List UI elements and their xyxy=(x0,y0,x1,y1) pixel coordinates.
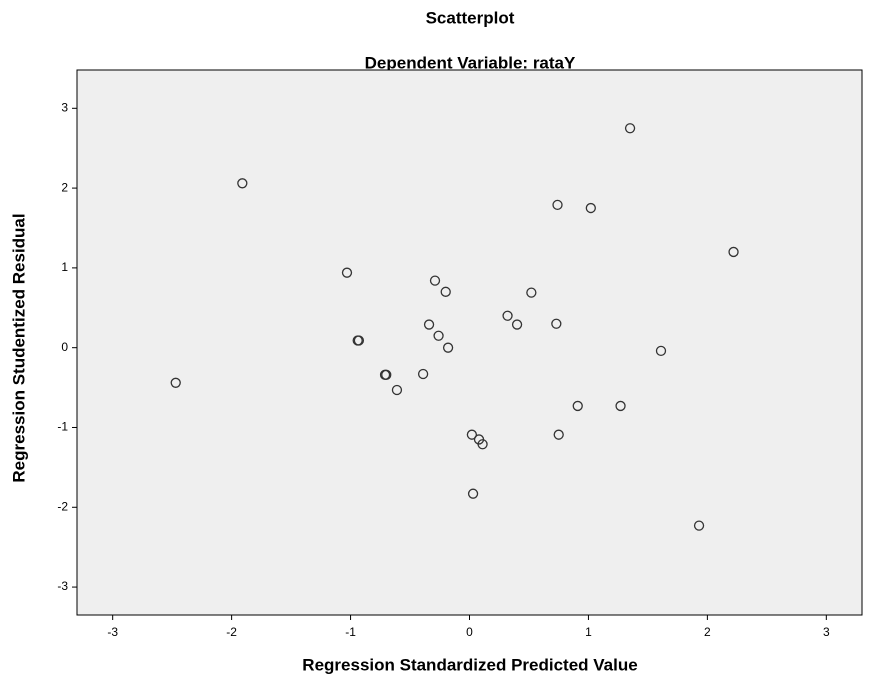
x-tick-label: 3 xyxy=(823,625,830,639)
point xyxy=(585,202,596,214)
x-tick-label: -1 xyxy=(345,625,356,639)
point xyxy=(440,286,451,297)
y-tick-label: 1 xyxy=(61,260,68,274)
point xyxy=(553,429,564,440)
point xyxy=(466,429,478,440)
point xyxy=(353,335,365,346)
y-tick-label: 3 xyxy=(61,100,68,114)
point xyxy=(624,123,636,134)
y-tick-label: -2 xyxy=(57,499,68,513)
x-tick-label: 1 xyxy=(585,625,592,639)
point xyxy=(511,319,523,330)
point xyxy=(442,342,454,353)
point xyxy=(381,369,392,380)
y-tick-label: -1 xyxy=(57,420,68,434)
point xyxy=(551,318,562,329)
x-axis-label: Regression Standardized Predicted Value xyxy=(302,655,637,674)
point xyxy=(552,199,563,211)
point xyxy=(728,246,739,258)
point xyxy=(467,488,479,499)
point xyxy=(429,275,441,286)
x-tick-label: -2 xyxy=(226,625,237,639)
point xyxy=(502,310,513,321)
point xyxy=(417,368,429,380)
y-tick-label: 2 xyxy=(61,180,68,194)
point xyxy=(655,345,667,357)
x-tick-label: -3 xyxy=(107,625,118,639)
point xyxy=(237,178,248,189)
point xyxy=(693,520,705,531)
point xyxy=(572,400,583,412)
point xyxy=(615,400,626,412)
chart-title: Scatterplot xyxy=(426,8,515,27)
chart-subtitle: Dependent Variable: rataY xyxy=(365,53,576,72)
y-tick-label: 0 xyxy=(61,340,68,354)
y-tick-label: -3 xyxy=(57,579,68,593)
point xyxy=(433,330,444,341)
point xyxy=(170,377,181,388)
x-tick-label: 2 xyxy=(704,625,711,639)
point xyxy=(341,267,353,278)
point xyxy=(423,319,435,330)
point xyxy=(391,384,403,396)
point xyxy=(526,287,537,298)
x-tick-label: 0 xyxy=(466,625,473,639)
point xyxy=(477,439,488,450)
plot-area xyxy=(76,69,863,616)
y-axis-label: Regression Studentized Residual xyxy=(9,213,28,482)
